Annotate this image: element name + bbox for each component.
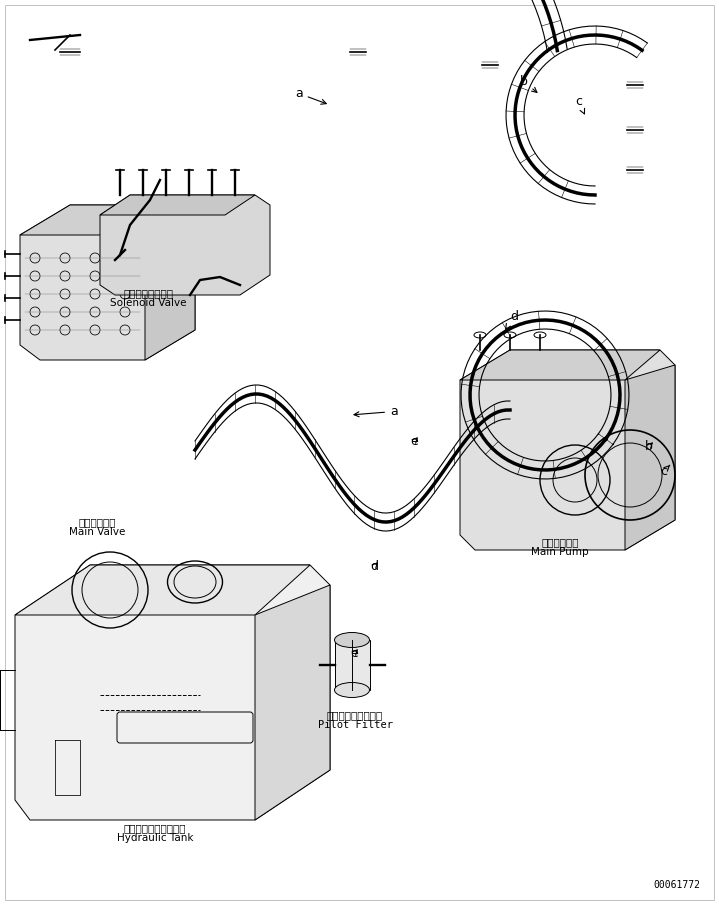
Text: メインバルブ: メインバルブ bbox=[78, 517, 116, 527]
Ellipse shape bbox=[334, 682, 370, 698]
Polygon shape bbox=[460, 350, 675, 550]
Polygon shape bbox=[460, 350, 660, 380]
Text: ソレノイドバルブ: ソレノイドバルブ bbox=[123, 288, 173, 298]
Polygon shape bbox=[100, 195, 255, 215]
Polygon shape bbox=[625, 365, 675, 550]
Text: a: a bbox=[295, 87, 326, 104]
Ellipse shape bbox=[334, 633, 370, 647]
Text: Hydraulic Tank: Hydraulic Tank bbox=[116, 833, 193, 843]
Text: パイロットフィルタ: パイロットフィルタ bbox=[327, 710, 383, 720]
Text: Pilot Filter: Pilot Filter bbox=[318, 720, 393, 730]
Polygon shape bbox=[145, 220, 195, 360]
Text: ハイドロリックタンク: ハイドロリックタンク bbox=[124, 823, 186, 833]
Bar bbox=[335, 640, 370, 690]
Text: a: a bbox=[354, 405, 398, 418]
Polygon shape bbox=[100, 195, 270, 295]
Polygon shape bbox=[20, 205, 175, 235]
Polygon shape bbox=[255, 585, 330, 820]
Text: メインポンプ: メインポンプ bbox=[541, 537, 579, 547]
Text: e: e bbox=[350, 647, 358, 660]
Text: Solenoid Valve: Solenoid Valve bbox=[110, 298, 186, 308]
Text: d: d bbox=[505, 310, 518, 329]
Text: e: e bbox=[410, 435, 418, 448]
Polygon shape bbox=[15, 565, 310, 615]
Text: b: b bbox=[645, 440, 653, 453]
Text: d: d bbox=[370, 560, 378, 573]
Text: Main Pump: Main Pump bbox=[531, 547, 589, 557]
Polygon shape bbox=[15, 565, 330, 820]
Text: c: c bbox=[575, 95, 585, 114]
Text: c: c bbox=[660, 465, 670, 478]
Text: 00061772: 00061772 bbox=[653, 880, 700, 890]
Polygon shape bbox=[20, 205, 195, 360]
Text: Main Valve: Main Valve bbox=[69, 527, 125, 537]
Text: b: b bbox=[520, 75, 537, 92]
